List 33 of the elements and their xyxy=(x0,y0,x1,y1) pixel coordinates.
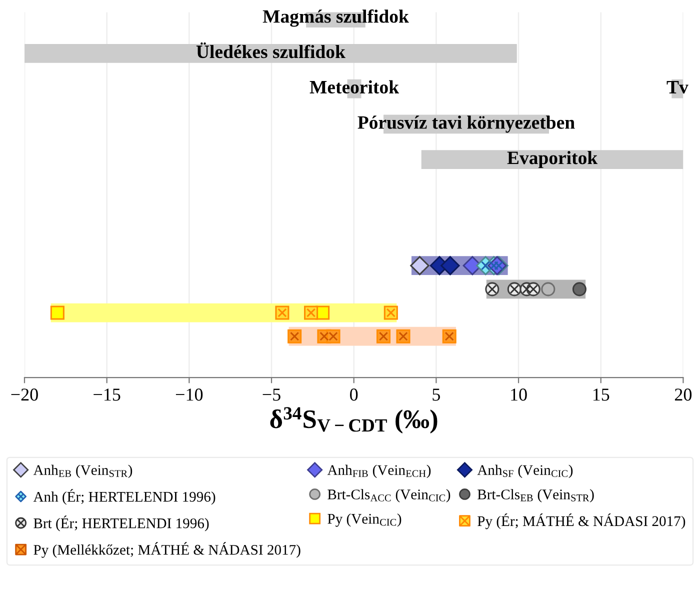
point xyxy=(541,282,556,296)
legend-label: Anh$_{SF}$ (Vein$_{CIC}$) xyxy=(477,464,573,478)
data-label: Magmás szulfidok xyxy=(262,9,409,27)
point xyxy=(572,282,586,296)
x-tick-label: −20 xyxy=(11,388,38,401)
legend-label: Py (Vein$_{CIC}$) xyxy=(328,513,402,527)
point xyxy=(50,306,64,320)
x-tick-label: −15 xyxy=(94,388,120,401)
bar xyxy=(421,150,684,169)
legend-label: Py (Mellékkőzet; MÁTHÉ & NÁDASI 2017) xyxy=(34,542,300,558)
point xyxy=(410,256,430,276)
bar xyxy=(24,44,517,63)
x-tick-label: 0 xyxy=(350,388,358,401)
data-label: Evaporitok xyxy=(507,151,598,168)
x-tick-label: −5 xyxy=(262,388,280,401)
legend-label: Brt-Cls$_{ACC}$ (Vein$_{CIC}$) xyxy=(328,489,450,502)
legend-label: Brt-Cls$_{EB}$ (Vein$_{STR}$) xyxy=(478,489,594,502)
legend-label: Brt (Ér; HERTELENDI 1996) xyxy=(34,516,209,532)
data-label: Meteoritok xyxy=(310,80,400,94)
legend-label: Anh$_{FIB}$ (Vein$_{ECH}$) xyxy=(327,464,431,478)
x-tick-label: 10 xyxy=(511,388,527,401)
point xyxy=(440,256,460,276)
data-label: Pórusvíz tavi környezetben xyxy=(358,116,575,133)
data-label: Üledékes szulfidok xyxy=(196,42,346,58)
x-tick-label: −10 xyxy=(176,388,203,401)
legend-label: Anh (Ér; HERTELENDI 1996) xyxy=(33,489,216,505)
x-axis-title: δ$^{34}$S$_{V−CDT}$ (‰) xyxy=(270,407,438,434)
x-tick-label: 15 xyxy=(593,388,610,401)
legend-label: Anh$_{EB}$ (Vein$_{STR}$) xyxy=(33,464,132,478)
data-label: Tv xyxy=(666,81,688,94)
legend-label: Py (Ér; MÁTHÉ & NÁDASI 2017) xyxy=(478,513,686,530)
x-tick-label: 20 xyxy=(674,388,692,401)
x-tick-label: 5 xyxy=(432,388,440,401)
